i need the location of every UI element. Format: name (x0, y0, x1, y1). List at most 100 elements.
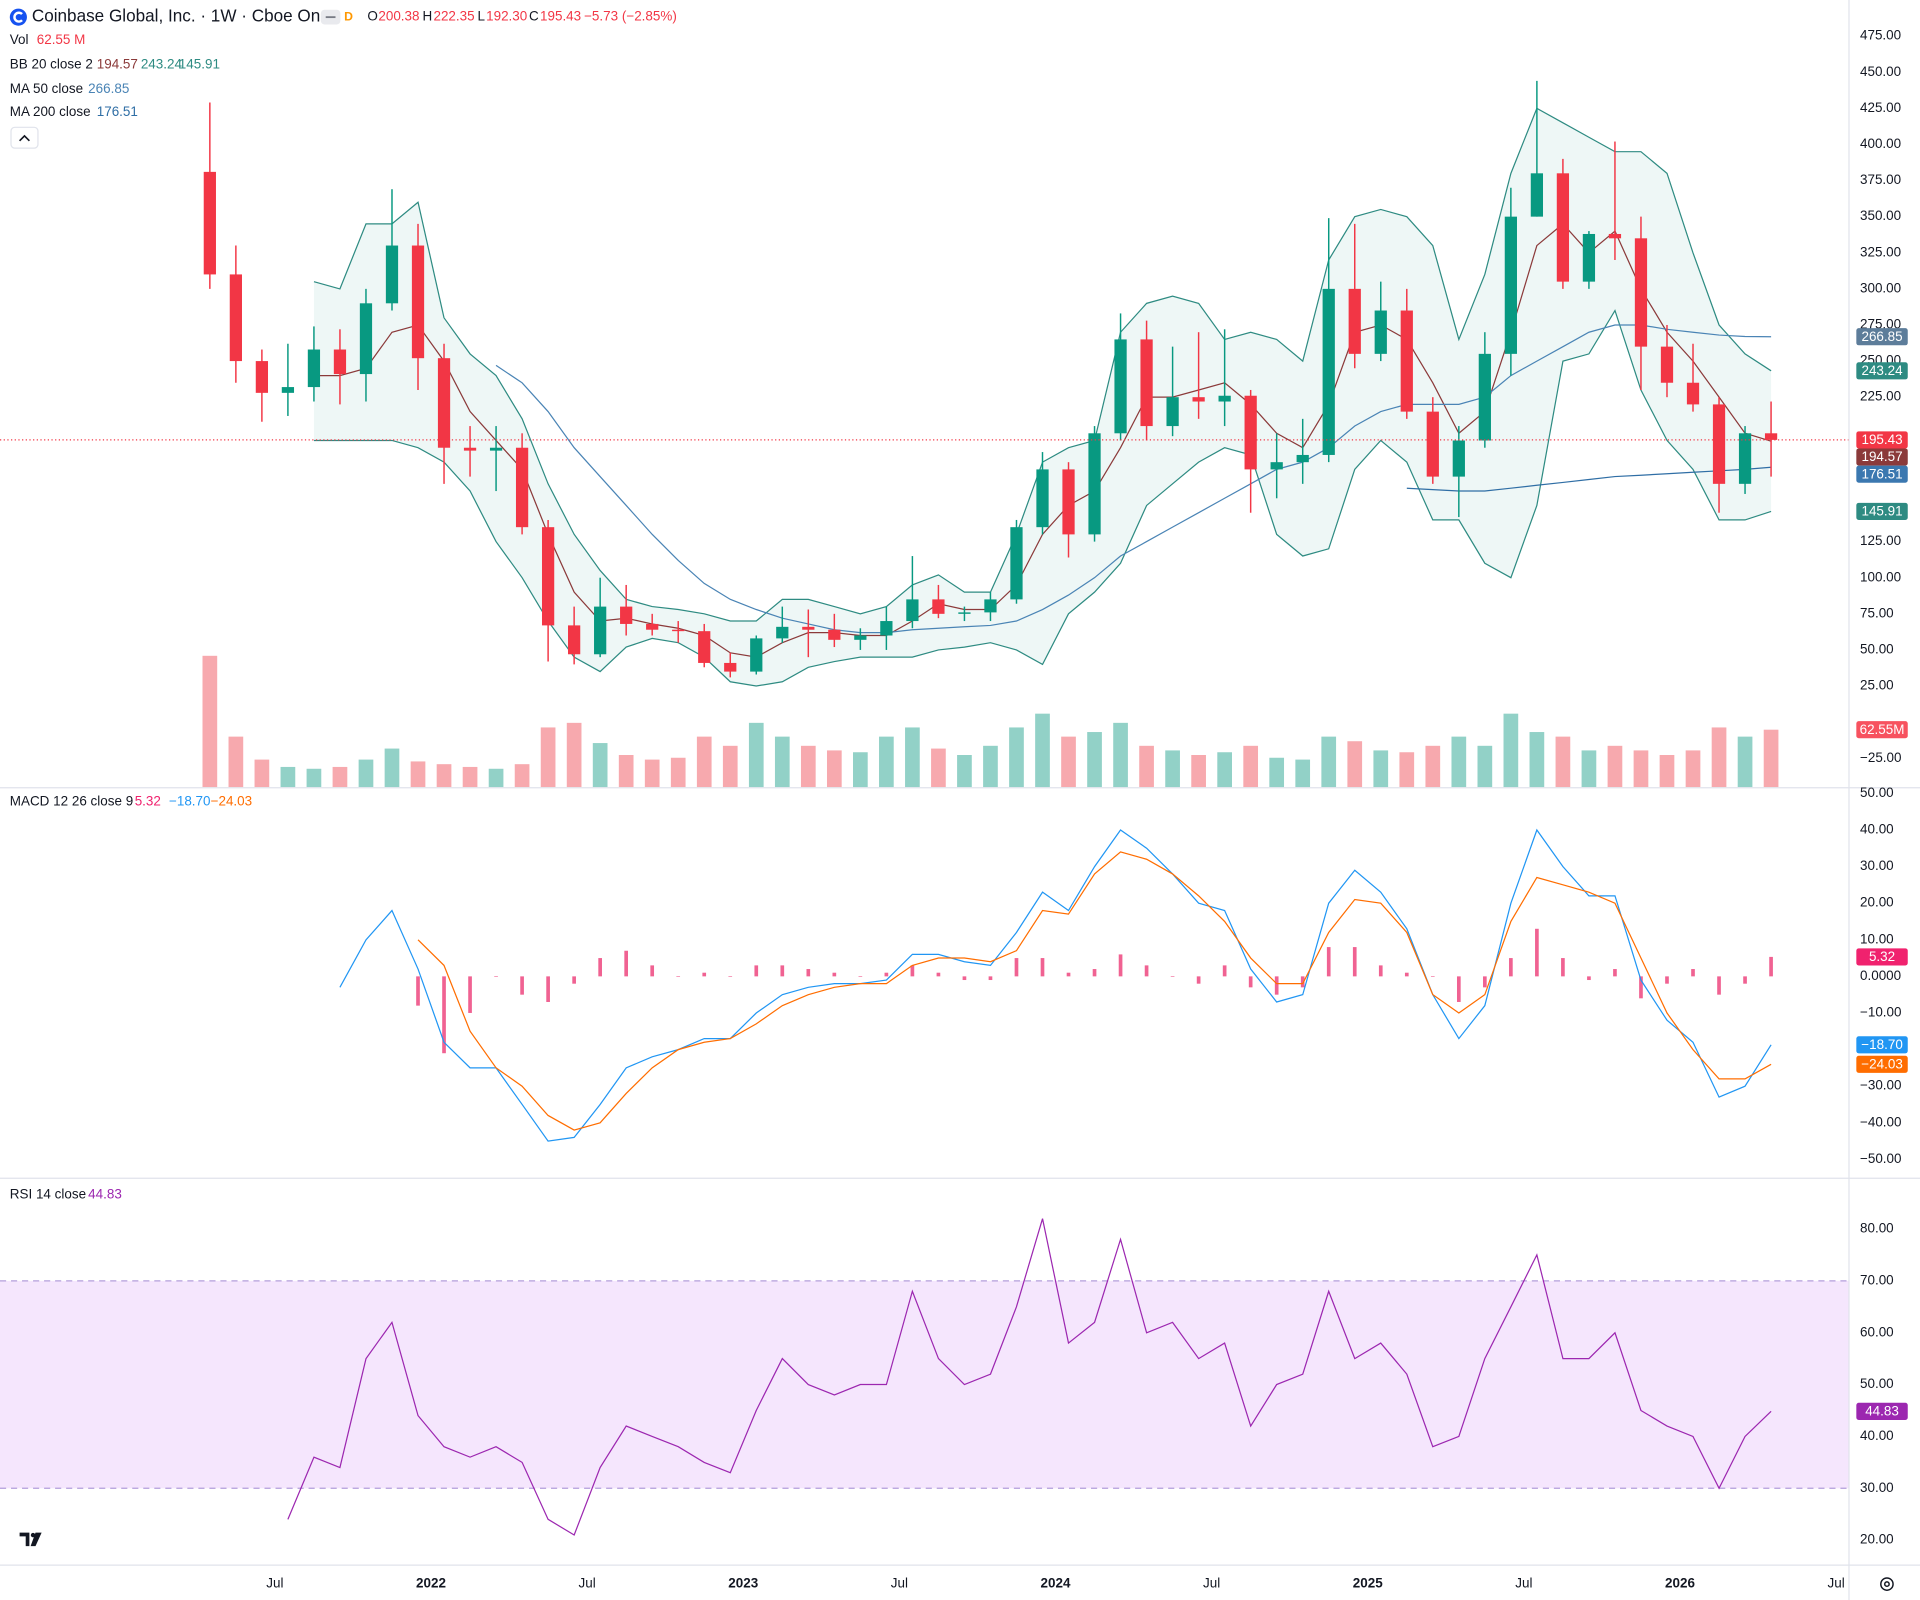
y-tick-label: 50.00 (1860, 785, 1894, 800)
volume-bar (879, 736, 894, 788)
y-tick-label: −30.00 (1860, 1078, 1902, 1093)
ma200-legend: MA 200 close (10, 104, 91, 119)
macd-histogram-bar (884, 972, 889, 977)
x-tick-label: 2024 (1041, 1576, 1071, 1591)
candle-body (333, 349, 347, 375)
candle-body (1218, 395, 1231, 402)
ma200-legend-value: 176.51 (97, 104, 138, 119)
price-badge-label: 194.57 (1861, 449, 1902, 464)
volume-bar (1217, 752, 1232, 788)
y-tick-label: 30.00 (1860, 1480, 1894, 1495)
candle-body (1426, 411, 1439, 477)
macd-histogram-bar (780, 965, 785, 977)
y-tick-label: 25.00 (1860, 678, 1894, 693)
y-tick-label: −50.00 (1860, 1151, 1902, 1166)
volume-bar (1685, 750, 1701, 788)
volume-bar (1035, 713, 1050, 788)
price-badge-label: 5.32 (1869, 949, 1895, 964)
bb-legend: BB 20 close 2 (10, 56, 93, 71)
candle-body (1270, 462, 1283, 470)
macd-histogram-bar (468, 976, 472, 1013)
macd-histogram-bar (676, 976, 681, 977)
settings-button[interactable] (1880, 1577, 1894, 1591)
ohlc-value: 222.35 (433, 9, 474, 24)
gear-icon (1880, 1577, 1894, 1591)
candle-body (828, 629, 841, 640)
volume-bar (1477, 745, 1493, 788)
candle-body (698, 631, 711, 663)
macd-histogram-bar (494, 976, 498, 977)
volume-bar (644, 759, 660, 788)
y-tick-label: 125.00 (1860, 533, 1901, 548)
price-badge (1856, 721, 1908, 739)
volume-bar (566, 722, 582, 788)
macd-histogram-bar (728, 976, 733, 977)
price-badge (1856, 502, 1908, 520)
price-badge-label: 195.43 (1861, 432, 1902, 447)
volume-bar (202, 655, 218, 788)
y-tick-label: 450.00 (1860, 64, 1901, 79)
candle-body (1400, 310, 1413, 412)
candle-body (984, 599, 997, 613)
volume-bar (1087, 732, 1102, 788)
candle-body (1634, 238, 1648, 347)
y-tick-label: 375.00 (1860, 172, 1901, 187)
candle-body (750, 638, 763, 672)
macd-legend-value: −24.03 (211, 793, 253, 808)
rsi-legend: RSI 14 close (10, 1186, 86, 1201)
x-tick-label: 2022 (416, 1576, 446, 1591)
candle-body (1036, 469, 1049, 528)
macd-histogram-bar (1639, 976, 1643, 999)
macd-histogram-bar (936, 972, 941, 977)
y-tick-label: 75.00 (1860, 605, 1894, 620)
x-tick-label: Jul (1203, 1576, 1220, 1591)
logo-mark (30, 1532, 42, 1547)
macd-histogram-bar (1483, 976, 1487, 988)
price-badge-label: 62.55M (1860, 722, 1905, 737)
volume-bar (1581, 750, 1597, 788)
macd-histogram-bar (624, 950, 629, 977)
volume-bar (1139, 745, 1154, 788)
volume-bar (1191, 754, 1206, 788)
candle-body (1452, 440, 1465, 477)
volume-bar (931, 748, 946, 788)
volume-bar (1659, 754, 1675, 788)
macd-histogram-bar (1509, 958, 1513, 977)
y-tick-label: 225.00 (1860, 389, 1901, 404)
price-badge-label: 145.91 (1861, 504, 1902, 519)
macd-histogram-bar (1378, 965, 1383, 977)
bb-lower (313, 309, 1772, 687)
axes: 475.00 450.00 425.00 400.00 375.00 350.00 325.… (266, 28, 1908, 1591)
x-tick-label: 2025 (1353, 1576, 1383, 1591)
y-tick-label: 350.00 (1860, 208, 1901, 223)
candle-body (1764, 433, 1778, 440)
plot-area (0, 80, 1849, 1536)
tradingview-logo[interactable] (15, 1522, 48, 1555)
collapse-legend-button[interactable] (10, 126, 39, 149)
volume-bar (410, 761, 426, 788)
candle-body (1348, 288, 1361, 354)
candle-body (1322, 288, 1335, 455)
interval-flag: D (344, 9, 353, 23)
candle-body (411, 245, 425, 359)
price-badge-label: 44.83 (1865, 1404, 1899, 1419)
volume-bar (436, 764, 452, 788)
logo-mark (19, 1532, 30, 1547)
volume-bar (228, 736, 244, 788)
ohlc-value: 200.38 (378, 9, 419, 24)
candle-body (1010, 527, 1023, 600)
x-tick-label: Jul (266, 1576, 283, 1591)
volume-bar (1243, 745, 1259, 788)
candle-body (307, 349, 321, 388)
volume-bar (748, 722, 764, 788)
macd-histogram-bar (1040, 958, 1045, 977)
macd-histogram-bar (1587, 976, 1591, 981)
ohlc-key: O (367, 9, 377, 24)
y-tick-label: 40.00 (1860, 822, 1894, 837)
volume-bar (384, 748, 400, 788)
candle-body (1660, 346, 1674, 383)
signal-line (417, 851, 1772, 1131)
ohlc-key: H (422, 9, 432, 24)
candle-body (281, 387, 295, 393)
ohlc-key: C (529, 9, 539, 24)
